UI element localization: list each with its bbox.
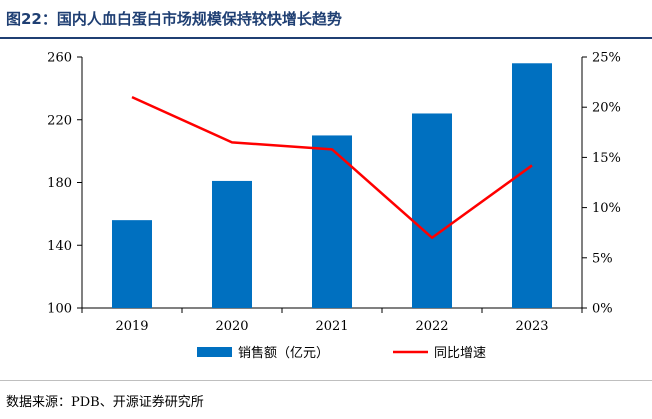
title-divider — [0, 37, 652, 39]
right-tick-label: 5% — [592, 251, 613, 266]
x-tick-label: 2021 — [315, 319, 348, 334]
bar-series — [112, 63, 552, 309]
left-tick-label: 140 — [47, 239, 72, 254]
figure-title: 图22：国内人血白蛋白市场规模保持较快增长趋势 — [6, 10, 342, 28]
sales-bar — [212, 180, 252, 308]
sales-bar — [312, 135, 352, 308]
legend-bar-swatch — [197, 347, 232, 357]
left-tick-label: 260 — [47, 51, 72, 66]
x-tick-label: 2020 — [215, 319, 248, 334]
right-tick-label: 20% — [592, 101, 621, 116]
sales-bar — [112, 220, 152, 308]
x-axis: 2019 2020 2021 2022 2023 — [81, 308, 583, 334]
right-tick-label: 0% — [592, 302, 613, 317]
left-tick-label: 220 — [47, 113, 72, 128]
right-tick-label: 15% — [592, 151, 621, 166]
left-tick-label: 180 — [47, 176, 72, 191]
sales-bar — [512, 63, 552, 309]
legend: 销售额（亿元） 同比增速 — [197, 345, 486, 361]
right-y-axis: 0% 5% 10% 15% 20% 25% — [582, 51, 621, 317]
x-tick-label: 2023 — [515, 319, 548, 334]
x-tick-label: 2022 — [415, 319, 448, 334]
x-tick-label: 2019 — [115, 319, 148, 334]
left-tick-label: 100 — [47, 302, 72, 317]
line-series — [131, 96, 533, 239]
left-y-axis: 100 140 180 220 260 — [47, 51, 82, 317]
source-divider — [0, 380, 652, 381]
sales-bar — [412, 113, 452, 308]
combo-chart: 100 140 180 220 260 0% 5% 10% 15% 20% 25% 2019 202… — [47, 51, 621, 362]
legend-line-label: 同比增速 — [434, 346, 486, 361]
right-tick-label: 10% — [592, 201, 621, 216]
legend-bar-label: 销售额（亿元） — [238, 345, 329, 361]
source-note: 数据来源：PDB、开源证券研究所 — [6, 395, 204, 410]
right-tick-label: 25% — [592, 51, 621, 66]
